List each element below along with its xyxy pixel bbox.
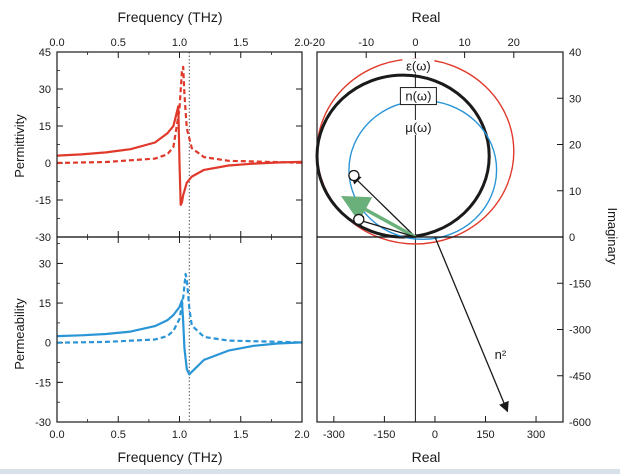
ytick-label-0-5: -30 — [35, 232, 51, 244]
ylabel-permeability: Permeability — [12, 298, 27, 370]
xtick-label-complex-bottom-3: 150 — [476, 429, 494, 441]
xtick-label-complex-bottom-2: 0 — [432, 429, 438, 441]
ytick-label-complex-1: 30 — [569, 93, 581, 105]
ytick-label-complex-4: 0 — [569, 232, 575, 244]
xtick-label-complex-top-0: -20 — [309, 37, 325, 49]
xtick-label-complex-bottom-1: -150 — [373, 429, 395, 441]
label-bg-2 — [402, 120, 435, 136]
vector-2 — [352, 216, 416, 238]
ytick-label-lower-1: -150 — [569, 278, 591, 290]
series-line-0-dashed — [56, 65, 303, 165]
point-marker-1 — [353, 213, 365, 226]
ytick-label-1-2: 0 — [45, 338, 51, 350]
circle-label-1: n(ω) — [405, 89, 431, 104]
vector-label-n-squared: n² — [495, 347, 507, 362]
ytick-label-0-2: 15 — [39, 121, 51, 133]
xtick-label-top-0: 0.0 — [49, 37, 64, 49]
circle-label-2: μ(ω) — [405, 120, 431, 135]
bottom-xlabel-left: Frequency (THz) — [117, 449, 222, 465]
frame-right-bottom — [316, 236, 564, 423]
xtick-label-complex-top-1: -10 — [358, 37, 374, 49]
ytick-label-lower-2: -300 — [569, 325, 591, 337]
circle-label-0: ε(ω) — [406, 59, 431, 74]
xtick-label-complex-top-3: 10 — [458, 37, 470, 49]
frame-left-bottom — [56, 236, 303, 423]
xtick-label-bottom-3: 1.5 — [233, 429, 248, 441]
ylabel-imaginary: Imaginary — [605, 207, 620, 265]
label-bg-0 — [402, 58, 435, 74]
n-label-box — [399, 87, 437, 106]
ytick-label-1-4: -30 — [35, 417, 51, 429]
ytick-label-0-1: 30 — [39, 84, 51, 96]
bottom-xlabel-right: Real — [412, 449, 441, 465]
xtick-label-complex-top-2: 0 — [412, 37, 418, 49]
ytick-label-0-4: -15 — [35, 195, 51, 207]
ytick-label-lower-4: -600 — [569, 417, 591, 429]
ylabel-permittivity: Permittivity — [12, 114, 27, 178]
series-line-1-dashed — [56, 272, 303, 344]
series-line-0-solid — [56, 105, 303, 206]
ytick-label-0-3: 0 — [45, 158, 51, 170]
point-marker-0 — [348, 169, 360, 182]
vector-0 — [350, 173, 416, 238]
xtick-label-complex-top-4: 20 — [508, 37, 520, 49]
ytick-label-complex-2: 20 — [569, 140, 581, 152]
vector-1 — [340, 195, 417, 239]
xtick-label-bottom-4: 2.0 — [294, 429, 309, 441]
ytick-label-lower-3: -450 — [569, 371, 591, 383]
xtick-label-complex-bottom-4: 300 — [527, 429, 545, 441]
ytick-label-1-0: 30 — [39, 258, 51, 270]
ytick-label-1-1: 15 — [39, 298, 51, 310]
top-xlabel-right: Real — [412, 9, 441, 25]
ytick-label-0-0: 45 — [39, 47, 51, 59]
ytick-label-1-3: -15 — [35, 377, 51, 389]
xtick-label-bottom-2: 1.0 — [172, 429, 187, 441]
series-line-1-solid — [56, 299, 303, 376]
xtick-label-top-3: 1.5 — [233, 37, 248, 49]
xtick-label-bottom-1: 0.5 — [111, 429, 126, 441]
xtick-label-complex-bottom-0: -300 — [323, 429, 345, 441]
xtick-label-top-2: 1.0 — [172, 37, 187, 49]
xtick-label-top-1: 0.5 — [111, 37, 126, 49]
xtick-label-bottom-0: 0.0 — [49, 429, 64, 441]
top-xlabel-left: Frequency (THz) — [117, 9, 222, 25]
xtick-label-top-4: 2.0 — [294, 37, 309, 49]
ytick-label-complex-0: 40 — [569, 47, 581, 59]
vector-n-squared — [434, 236, 509, 413]
ytick-label-complex-3: 10 — [569, 186, 581, 198]
